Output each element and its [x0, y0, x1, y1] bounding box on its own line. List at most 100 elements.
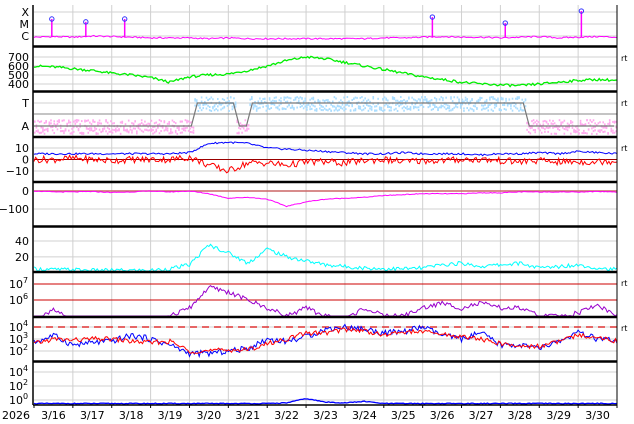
sector-point [161, 126, 164, 129]
sector-point [587, 122, 590, 125]
sector-point [79, 125, 81, 128]
sector-point [87, 127, 90, 130]
day-tick-label: 3/30 [585, 409, 610, 422]
sector-point [527, 130, 530, 133]
sector-point [493, 97, 496, 100]
flare-marker [121, 16, 128, 22]
sector-point [568, 126, 571, 129]
sector-point [340, 99, 342, 102]
tick-exponent: 7 [23, 276, 28, 285]
sector-point [416, 100, 418, 103]
sector-point [158, 119, 161, 122]
sector-point [573, 130, 575, 133]
sector-point [142, 130, 145, 133]
sector-point [536, 123, 538, 126]
sector-point [472, 109, 475, 112]
sector-point [370, 105, 373, 108]
sector-point [450, 96, 452, 99]
sector-point [485, 100, 488, 103]
sector-point [597, 129, 600, 132]
sector-point [286, 96, 289, 99]
sector-point [489, 98, 491, 101]
sector-point [417, 106, 420, 109]
sector-point [362, 99, 365, 102]
sector-point [333, 105, 336, 108]
sector-point [513, 105, 515, 108]
sector-point [252, 103, 255, 106]
sector-point [353, 97, 355, 100]
sector-point [362, 104, 365, 107]
sector-point [385, 97, 388, 100]
sector-point [333, 96, 336, 99]
sector-point [547, 130, 549, 133]
sector-point [262, 97, 264, 100]
sector-point [137, 127, 140, 130]
sector-point [58, 121, 60, 124]
sector-point [45, 128, 47, 131]
sector-point [519, 108, 522, 111]
sector-point [330, 103, 332, 106]
sector-point [168, 121, 171, 124]
sector-point [398, 105, 400, 108]
sector-point [48, 122, 51, 125]
sector-point [234, 103, 237, 106]
sector-point [430, 108, 433, 111]
sector-point [516, 98, 519, 101]
sector-point [558, 128, 561, 131]
sector-point [328, 101, 331, 104]
sector-point [296, 106, 298, 109]
sector-point [492, 109, 494, 112]
sector-point [440, 104, 443, 107]
sector-point [244, 119, 247, 122]
sector-point [184, 127, 187, 130]
sector-point [602, 126, 605, 129]
sector-point [414, 103, 417, 106]
sector-point [539, 129, 541, 132]
sector-point [110, 120, 112, 123]
sector-point [68, 119, 70, 122]
sector-point [50, 122, 52, 125]
sector-point [267, 104, 269, 107]
sector-point [594, 125, 596, 128]
sector-point [197, 109, 200, 112]
sector-point [220, 103, 222, 106]
sector-point [194, 98, 196, 101]
sector-point [383, 96, 386, 99]
sector-point [186, 126, 188, 129]
sector-point [268, 98, 271, 101]
sector-point [249, 98, 251, 101]
sector-point [297, 100, 300, 103]
sector-point [490, 96, 493, 99]
sector-point [137, 123, 140, 126]
sector-point [76, 119, 78, 122]
sector-point [328, 107, 331, 110]
sector-point [427, 106, 430, 109]
sector-point [276, 106, 279, 109]
sector-point [552, 123, 554, 126]
sector-point [56, 123, 59, 126]
sector-point [212, 98, 214, 101]
sector-point [459, 106, 462, 109]
sector-point [547, 127, 549, 130]
sector-point [327, 99, 329, 102]
sector-point [456, 102, 459, 105]
sector-point [216, 105, 219, 108]
sector-point [304, 105, 307, 108]
sector-point [607, 132, 609, 135]
sector-point [361, 109, 363, 112]
sector-point [401, 100, 404, 103]
sector-point [301, 104, 303, 107]
sector-point [77, 129, 80, 132]
sector-point [451, 107, 454, 110]
sector-point [170, 128, 172, 131]
sector-point [153, 125, 156, 128]
sector-point [50, 126, 52, 129]
sector-point [192, 126, 195, 129]
sector-point [365, 103, 368, 106]
sector-point [213, 105, 216, 108]
tick-exponent: 3 [23, 331, 28, 340]
sector-point [325, 99, 328, 102]
sector-point [404, 102, 407, 105]
sector-point [241, 131, 243, 134]
sector-point [387, 99, 389, 102]
